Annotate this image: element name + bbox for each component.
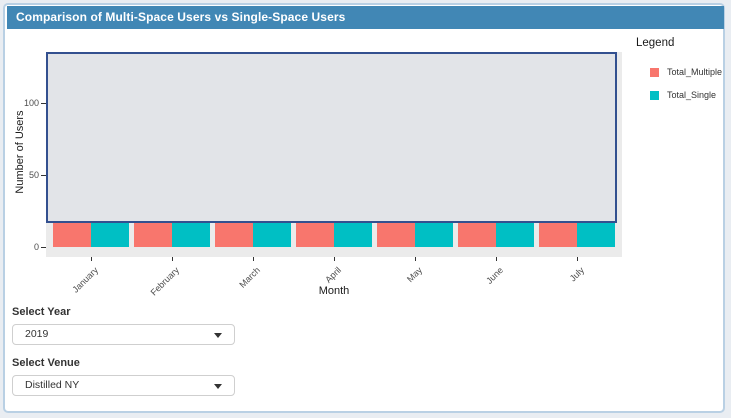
bar-total_single-june <box>496 223 534 247</box>
bar-total_multiple-may <box>377 223 415 247</box>
x-tick-mark <box>91 257 92 261</box>
filter-controls: Select Year 2019 Select Venue Distilled … <box>12 306 235 396</box>
y-tick-mark <box>41 103 46 104</box>
bar-total_single-july <box>577 223 615 247</box>
x-tick-mark <box>415 257 416 261</box>
x-tick-mark <box>172 257 173 261</box>
bar-total_multiple-march <box>215 223 253 247</box>
legend-item-total_multiple: Total_Multiple <box>650 67 728 77</box>
legend-title: Legend <box>636 37 675 49</box>
chart-legend: Legend Total_Multiple Total_Single <box>636 37 728 113</box>
x-tick-mark <box>334 257 335 261</box>
legend-label: Total_Multiple <box>667 67 723 77</box>
bar-total_single-january <box>91 223 129 247</box>
y-tick-label: 100 <box>23 98 39 108</box>
page-title: Comparison of Multi-Space Users vs Singl… <box>7 6 724 29</box>
select-venue-label: Select Venue <box>12 357 80 369</box>
bar-total_multiple-july <box>539 223 577 247</box>
chevron-down-icon <box>214 333 222 338</box>
y-tick-mark <box>41 247 46 248</box>
bar-total_single-february <box>172 223 210 247</box>
venue-select[interactable]: Distilled NY <box>12 375 235 396</box>
x-tick-label: June <box>484 265 506 286</box>
x-axis-title: Month <box>318 285 350 297</box>
bar-total_multiple-february <box>134 223 172 247</box>
legend-label: Total_Single <box>667 90 717 100</box>
bar-total_multiple-june <box>458 223 496 247</box>
bar-total_multiple-april <box>296 223 334 247</box>
x-tick-mark <box>253 257 254 261</box>
year-select[interactable]: 2019 <box>12 324 235 345</box>
select-year-label: Select Year <box>12 306 71 318</box>
brush-selection-rectangle[interactable] <box>46 52 617 223</box>
x-tick-label: July <box>567 265 587 284</box>
legend-item-total_single: Total_Single <box>650 90 728 100</box>
y-tick-mark <box>41 175 46 176</box>
bar-total_single-april <box>334 223 372 247</box>
legend-swatch-icon <box>650 90 659 100</box>
chevron-down-icon <box>214 384 222 389</box>
bar-total_single-march <box>253 223 291 247</box>
bar-total_multiple-january <box>53 223 91 247</box>
y-tick-label: 50 <box>28 170 39 180</box>
x-tick-mark <box>577 257 578 261</box>
x-tick-mark <box>496 257 497 261</box>
venue-select-value: Distilled NY <box>25 379 80 391</box>
year-select-value: 2019 <box>25 328 49 340</box>
legend-swatch-icon <box>650 67 659 77</box>
y-tick-label: 0 <box>33 242 39 252</box>
legend-items: Total_Multiple Total_Single <box>636 67 728 100</box>
y-axis-title: Number of Users <box>14 110 26 194</box>
bar-total_single-may <box>415 223 453 247</box>
